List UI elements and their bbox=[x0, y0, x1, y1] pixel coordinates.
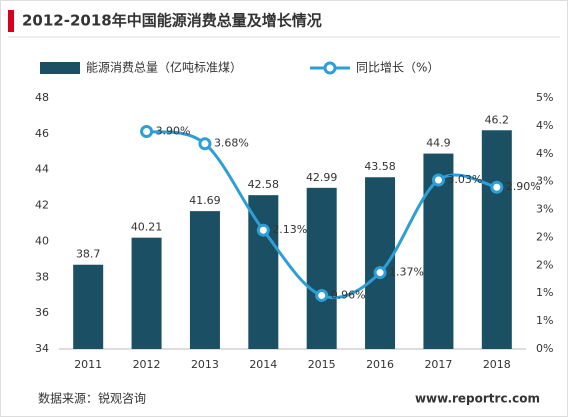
x-tick-label: 2012 bbox=[133, 358, 161, 371]
bar bbox=[73, 264, 104, 349]
bar bbox=[481, 130, 512, 349]
bar bbox=[248, 195, 279, 349]
bar-label: 44.9 bbox=[426, 137, 451, 150]
y2-tick-label: 4% bbox=[536, 119, 553, 132]
legend-swatch bbox=[323, 61, 337, 75]
x-tick-label: 2015 bbox=[308, 358, 336, 371]
bar bbox=[189, 211, 220, 349]
title-accent bbox=[8, 10, 14, 32]
line-label: 1.37% bbox=[389, 266, 424, 279]
bar-label: 42.99 bbox=[306, 171, 338, 184]
line-marker bbox=[198, 137, 212, 151]
line-marker bbox=[490, 180, 504, 194]
bar-label: 38.7 bbox=[76, 248, 101, 261]
y2-tick-label: 5% bbox=[536, 91, 553, 104]
x-tick-label: 2016 bbox=[366, 358, 394, 371]
bar bbox=[306, 187, 337, 349]
y-tick-label: 44 bbox=[35, 163, 49, 176]
line-label: 3.03% bbox=[447, 173, 482, 186]
bar-label: 43.58 bbox=[364, 160, 396, 173]
x-tick-label: 2011 bbox=[74, 358, 102, 371]
website: www.reportrc.com bbox=[415, 392, 540, 406]
y2-tick-label: 3% bbox=[536, 175, 553, 188]
line-label: 3.90% bbox=[156, 124, 191, 137]
y-tick-label: 48 bbox=[35, 91, 49, 104]
y2-tick-label: 3% bbox=[536, 203, 553, 216]
y2-tick-label: 0% bbox=[536, 342, 553, 355]
line-label: 2.90% bbox=[506, 180, 541, 193]
source: 数据来源：锐观咨询 bbox=[38, 391, 146, 406]
y-tick-label: 40 bbox=[35, 234, 49, 247]
y2-tick-label: 4% bbox=[536, 147, 553, 160]
y2-tick-label: 2% bbox=[536, 258, 553, 271]
x-tick-label: 2017 bbox=[424, 358, 452, 371]
y2-tick-label: 1% bbox=[536, 314, 553, 327]
line-label: 0.96% bbox=[331, 288, 366, 301]
x-tick-label: 2014 bbox=[249, 358, 277, 371]
line-marker bbox=[256, 223, 270, 237]
legend-label: 能源消费总量（亿吨标准煤） bbox=[86, 60, 242, 75]
y-tick-label: 38 bbox=[35, 270, 49, 283]
line-label: 3.68% bbox=[214, 137, 249, 150]
y2-tick-label: 2% bbox=[536, 230, 553, 243]
y-tick-label: 36 bbox=[35, 306, 49, 319]
x-tick-label: 2018 bbox=[483, 358, 511, 371]
bar-label: 41.69 bbox=[189, 194, 221, 207]
bar-label: 40.21 bbox=[131, 221, 163, 234]
line-marker bbox=[373, 266, 387, 280]
line-label: 2.13% bbox=[272, 223, 307, 236]
legend-label: 同比增长（%） bbox=[356, 61, 439, 75]
bar bbox=[131, 237, 162, 349]
y-tick-label: 46 bbox=[35, 127, 49, 140]
y2-tick-label: 1% bbox=[536, 286, 553, 299]
bar-label: 42.58 bbox=[248, 178, 280, 191]
line-marker bbox=[431, 173, 445, 187]
chart-title: 2012-2018年中国能源消费总量及增长情况 bbox=[22, 12, 322, 30]
line-marker bbox=[315, 288, 329, 302]
y-tick-label: 34 bbox=[35, 342, 49, 355]
line-marker bbox=[140, 124, 154, 138]
y-tick-label: 42 bbox=[35, 199, 49, 212]
bar-label: 46.2 bbox=[485, 113, 510, 126]
bar bbox=[365, 177, 396, 349]
legend-swatch bbox=[40, 62, 80, 74]
x-tick-label: 2013 bbox=[191, 358, 219, 371]
